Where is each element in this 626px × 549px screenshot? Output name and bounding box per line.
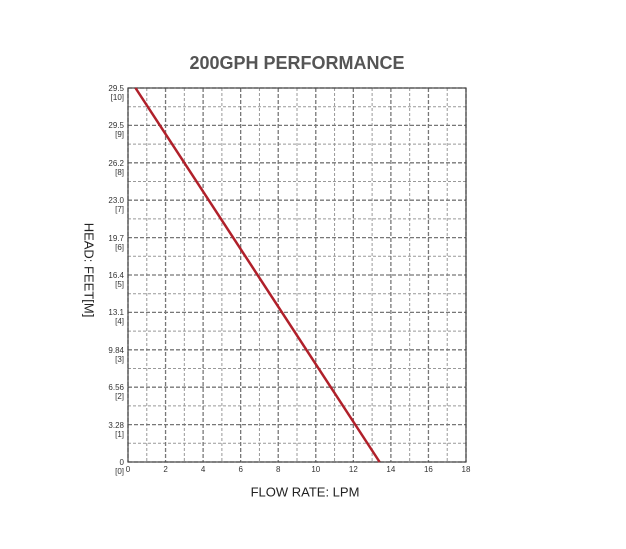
x-tick-label: 14 [386, 465, 395, 474]
x-tick-label: 8 [276, 465, 281, 474]
x-tick-label: 10 [311, 465, 320, 474]
x-tick-label: 2 [163, 465, 168, 474]
x-tick-label: 12 [349, 465, 358, 474]
y-axis-label: HEAD: FEET[M] [82, 223, 97, 318]
y-tick-label: 23.0 [7] [108, 196, 124, 215]
plot-frame [127, 87, 467, 463]
y-tick-label: 0 [0] [115, 458, 124, 476]
y-tick-label: 19.7 [6] [108, 233, 124, 252]
x-tick-label: 0 [126, 465, 131, 474]
y-tick-label: 29.5 [10] [108, 84, 124, 102]
x-axis-label: FLOW RATE: LPM [251, 484, 360, 499]
x-tick-label: 18 [462, 465, 471, 474]
y-tick-label: 29.5 [9] [108, 121, 124, 140]
y-tick-label: 26.2 [8] [108, 158, 124, 177]
y-tick-label: 16.4 [5] [108, 271, 124, 289]
x-tick-label: 16 [424, 465, 433, 474]
y-tick-label: 13.1 [4] [108, 308, 124, 327]
y-tick-label: 3.28 [1] [108, 420, 124, 439]
x-tick-label: 4 [201, 465, 206, 474]
x-tick-label: 6 [238, 465, 243, 474]
chart-title: 200GPH PERFORMANCE [189, 53, 404, 73]
data-line [134, 87, 381, 463]
y-tick-label: 6.56 [2] [108, 383, 124, 402]
y-tick-label: 9.84 [3] [108, 345, 124, 364]
